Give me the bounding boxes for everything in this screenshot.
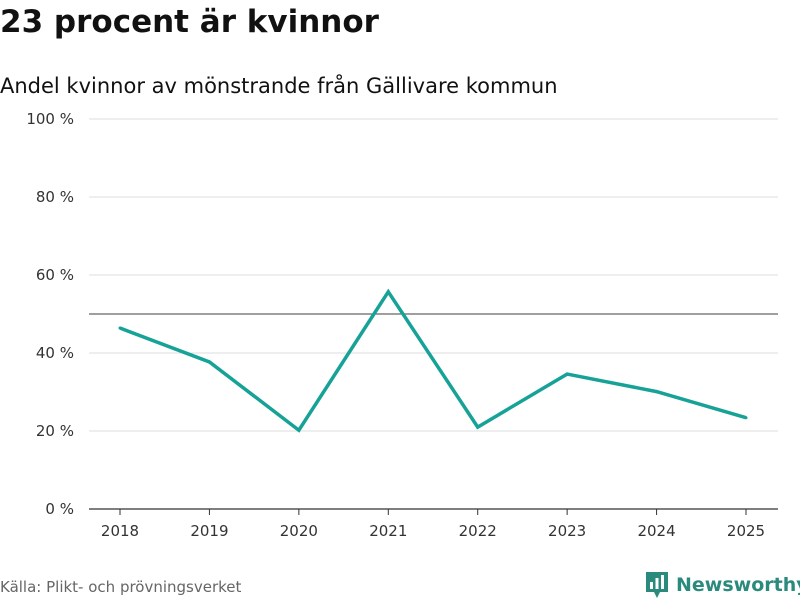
data-point	[476, 425, 480, 429]
data-point	[386, 290, 390, 294]
data-point	[118, 326, 122, 330]
source-note: Källa: Plikt- och prövningsverket	[0, 578, 242, 596]
x-tick-label: 2024	[637, 522, 675, 540]
brand-name: Newsworthy	[676, 574, 800, 596]
data-point	[207, 360, 211, 364]
series-layer	[118, 288, 748, 433]
chart-subtitle: Andel kvinnor av mönstrande från Gälliva…	[0, 74, 558, 98]
x-tick-label: 2018	[101, 522, 139, 540]
x-tick-label: 2022	[459, 522, 497, 540]
y-axis-ticks: 0 % 20 % 40 % 60 % 80 % 100 %	[26, 110, 74, 518]
data-point	[297, 428, 301, 432]
data-point	[655, 390, 659, 394]
y-tick-label: 100 %	[26, 110, 74, 128]
x-tick-label: 2019	[190, 522, 228, 540]
brand-logo: Newsworthy	[644, 570, 800, 600]
x-axis-ticks: 2018 2019 2020 2021 2022 2023 2024 2025	[101, 509, 765, 540]
y-tick-label: 60 %	[36, 266, 74, 284]
data-point	[565, 372, 569, 376]
data-point	[744, 416, 748, 420]
line-chart: 0 % 20 % 40 % 60 % 80 % 100 % 2018 2019 2020 202…	[26, 110, 778, 540]
x-tick-label: 2020	[280, 522, 318, 540]
y-tick-label: 40 %	[36, 344, 74, 362]
grid-lines	[89, 118, 778, 432]
chart-title: 23 procent är kvinnor	[0, 4, 379, 40]
bar-chart-icon	[646, 572, 668, 598]
y-tick-label: 0 %	[45, 500, 74, 518]
x-tick-label: 2021	[369, 522, 407, 540]
x-tick-label: 2023	[548, 522, 586, 540]
x-tick-label: 2025	[727, 522, 765, 540]
series-line	[119, 288, 747, 433]
y-tick-label: 80 %	[36, 188, 74, 206]
y-tick-label: 20 %	[36, 422, 74, 440]
